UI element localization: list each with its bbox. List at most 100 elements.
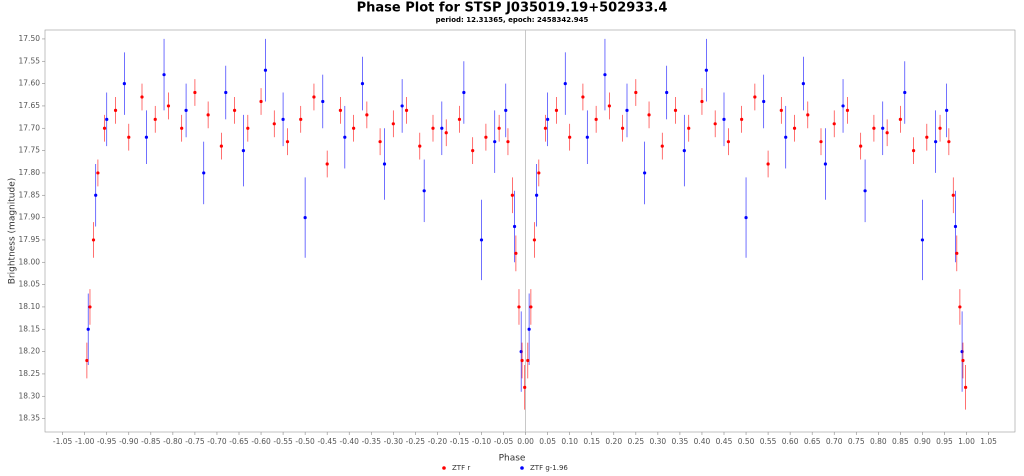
point	[343, 135, 347, 139]
point	[872, 126, 876, 130]
point	[722, 117, 726, 121]
point	[457, 117, 462, 121]
x-tick-label: -0.95	[97, 437, 117, 446]
x-tick-label: -0.10	[472, 437, 492, 446]
y-tick-label: 17.75	[19, 146, 41, 155]
point	[312, 95, 316, 99]
point	[400, 104, 404, 108]
y-tick-label: 17.65	[19, 101, 41, 110]
point	[444, 131, 448, 135]
y-tick-label: 17.55	[19, 56, 41, 65]
point	[352, 126, 356, 130]
point	[113, 108, 118, 112]
point	[832, 122, 836, 126]
point	[85, 358, 89, 363]
y-tick-label: 17.95	[19, 235, 41, 244]
point	[523, 385, 527, 389]
point	[687, 126, 691, 130]
x-axis-label: Phase	[499, 454, 526, 464]
x-tick-label: 1.00	[958, 437, 975, 446]
point	[422, 189, 426, 193]
point	[947, 140, 951, 144]
point	[961, 358, 965, 363]
point	[903, 90, 907, 95]
point	[784, 135, 788, 139]
point	[881, 126, 885, 130]
point	[140, 95, 144, 99]
point	[526, 358, 530, 363]
point	[105, 117, 109, 121]
y-tick-label: 18.10	[19, 302, 41, 311]
point	[726, 140, 731, 144]
point	[512, 224, 517, 229]
x-tick-label: -0.85	[141, 437, 161, 446]
x-tick-label: 0.40	[694, 437, 711, 446]
point	[517, 305, 521, 309]
point	[953, 224, 958, 229]
point	[660, 144, 664, 148]
x-tick-label: 0.25	[627, 437, 644, 446]
point	[823, 162, 828, 166]
point	[753, 95, 757, 99]
point	[88, 305, 92, 309]
chart-title: Phase Plot for STSP J035019.19+502933.4	[357, 1, 668, 16]
point	[102, 126, 107, 130]
point	[792, 126, 797, 130]
point	[740, 117, 744, 121]
legend-marker	[520, 466, 524, 470]
point	[162, 73, 166, 77]
x-tick-label: -0.80	[163, 437, 183, 446]
point	[431, 126, 435, 130]
point	[166, 104, 171, 108]
point	[704, 68, 708, 72]
point	[546, 117, 550, 121]
point	[224, 90, 228, 95]
x-tick-label: -0.90	[119, 437, 139, 446]
point	[779, 108, 783, 112]
point	[272, 122, 276, 126]
point	[958, 305, 962, 309]
point	[951, 193, 955, 197]
point	[537, 171, 541, 175]
x-tick-label: 0.45	[716, 437, 733, 446]
point	[462, 90, 466, 95]
point	[391, 122, 395, 126]
point	[925, 135, 929, 139]
point	[945, 108, 949, 112]
x-tick-label: -0.60	[251, 437, 271, 446]
point	[911, 149, 916, 153]
x-tick-label: -0.25	[406, 437, 426, 446]
x-tick-label: -0.20	[428, 437, 448, 446]
point	[506, 140, 510, 144]
point	[127, 135, 131, 139]
point	[859, 144, 863, 148]
point	[96, 171, 100, 175]
x-tick-label: 1.05	[980, 437, 997, 446]
point	[206, 113, 210, 117]
point	[527, 327, 531, 331]
x-tick-label: 0.00	[517, 437, 534, 446]
point	[202, 171, 206, 175]
point	[365, 113, 369, 117]
point	[259, 99, 263, 104]
point	[673, 108, 678, 112]
x-tick-label: -1.05	[53, 437, 73, 446]
point	[285, 140, 290, 144]
point	[404, 108, 409, 112]
point	[479, 238, 484, 242]
point	[713, 122, 717, 126]
point	[504, 108, 508, 112]
y-axis-label: Brightness (magnitude)	[8, 178, 18, 285]
x-tick-label: 0.90	[914, 437, 931, 446]
y-tick-label: 17.80	[19, 168, 41, 177]
x-tick-label: 0.75	[848, 437, 865, 446]
point	[378, 140, 382, 144]
x-tick-label: -0.35	[362, 437, 382, 446]
x-tick-label: 0.35	[672, 437, 689, 446]
y-tick-label: 17.70	[19, 123, 41, 132]
point	[898, 117, 902, 121]
y-tick-label: 17.90	[19, 213, 41, 222]
point	[360, 82, 365, 86]
point	[744, 216, 748, 220]
legend-marker	[442, 466, 446, 470]
